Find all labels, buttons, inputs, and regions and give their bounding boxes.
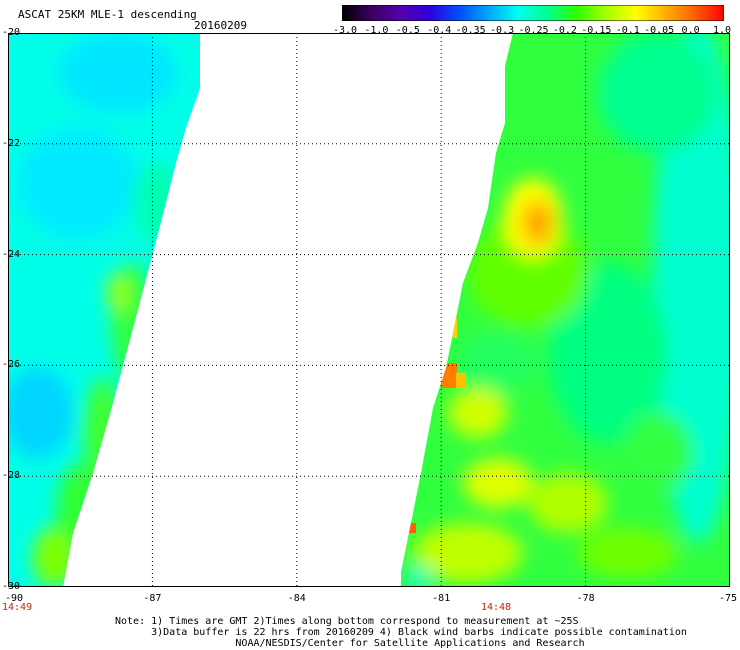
colorbar-tick-label: -0.2	[552, 25, 577, 36]
longitude-label: -87	[143, 593, 162, 604]
high-value-patch	[488, 118, 496, 143]
footnotes: Note: 1) Times are GMT 2)Times along bot…	[115, 616, 687, 649]
note-line-3: NOAA/NESDIS/Center for Satellite Applica…	[115, 638, 585, 649]
colorbar-gradient	[341, 4, 725, 22]
high-value-patch	[456, 373, 466, 388]
colorbar-tick-label: -3.0	[332, 25, 358, 36]
latitude-label: -28	[2, 470, 21, 482]
high-value-patch	[449, 318, 457, 338]
colorbar-tick-label: -0.4	[427, 25, 452, 36]
longitude-label: -84	[287, 593, 306, 604]
high-value-patch	[408, 523, 416, 533]
swath-map	[8, 33, 730, 587]
colorbar-tick-label: -0.05	[644, 25, 675, 36]
colorbar-tick-label: -0.1	[615, 25, 640, 36]
colorbar-tick-label: -0.15	[581, 25, 612, 36]
map-plot-area	[8, 33, 730, 587]
note-line-2: 3)Data buffer is 22 hrs from 20160209 4)…	[115, 627, 687, 638]
west-swath	[8, 33, 200, 587]
time-label-west: 14:49	[2, 602, 33, 613]
latitude-label: -20	[2, 27, 21, 38]
longitude-label: -78	[576, 593, 595, 604]
colorbar	[341, 4, 725, 22]
longitude-label: -81	[432, 593, 451, 604]
time-label-east: 14:48	[481, 602, 512, 613]
latitude-label: -24	[2, 248, 21, 260]
latitude-label: -30	[2, 581, 21, 592]
colorbar-tick-label: -0.5	[395, 25, 420, 36]
east-swath	[401, 33, 730, 587]
latitude-label: -26	[2, 359, 21, 371]
latitude-label: -22	[2, 137, 21, 149]
colorbar-tick-label: -1.0	[364, 25, 389, 36]
colorbar-tick-label: -0.25	[518, 25, 549, 36]
colorbar-tick-label: -0.3	[490, 25, 515, 36]
colorbar-tick-label: 1.0	[712, 25, 732, 36]
high-value-patch	[441, 363, 457, 388]
colorbar-tick-label: -0.35	[455, 25, 486, 36]
lat-lon-grid	[8, 33, 730, 587]
map-title: ASCAT 25KM MLE-1 descending	[18, 8, 197, 21]
longitude-label: -90	[4, 593, 24, 604]
plot-frame	[8, 33, 730, 587]
colorbar-tick-label: 0.0	[681, 25, 700, 36]
map-date: 20160209	[194, 19, 247, 32]
note-line-1: Note: 1) Times are GMT 2)Times along bot…	[115, 616, 579, 627]
longitude-label: -75	[718, 593, 738, 604]
